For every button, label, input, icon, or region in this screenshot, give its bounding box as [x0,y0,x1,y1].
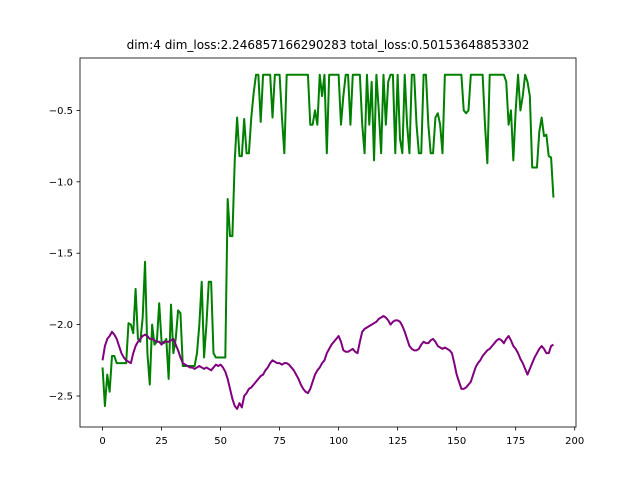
chart-title: dim:4 dim_loss:2.246857166290283 total_l… [127,38,530,52]
x-tick-label: 25 [155,436,168,447]
series-line [101,73,555,408]
x-tick-label: 175 [506,436,525,447]
x-tick-label: 75 [273,436,286,447]
y-tick-label: −2.5 [49,392,73,403]
y-tick-label: −1.5 [49,249,73,260]
y-tick-label: −1.0 [49,177,73,188]
x-tick-label: 50 [214,436,227,447]
y-tick-label: −2.0 [49,320,73,331]
x-tick-label: 125 [388,436,407,447]
plot-frame [79,57,577,428]
series-line [101,315,554,410]
x-tick-label: 150 [447,436,466,447]
y-tick-label: −0.5 [49,106,73,117]
x-tick-label: 0 [99,436,105,447]
x-tick-label: 200 [565,436,584,447]
x-tick-label: 100 [329,436,348,447]
